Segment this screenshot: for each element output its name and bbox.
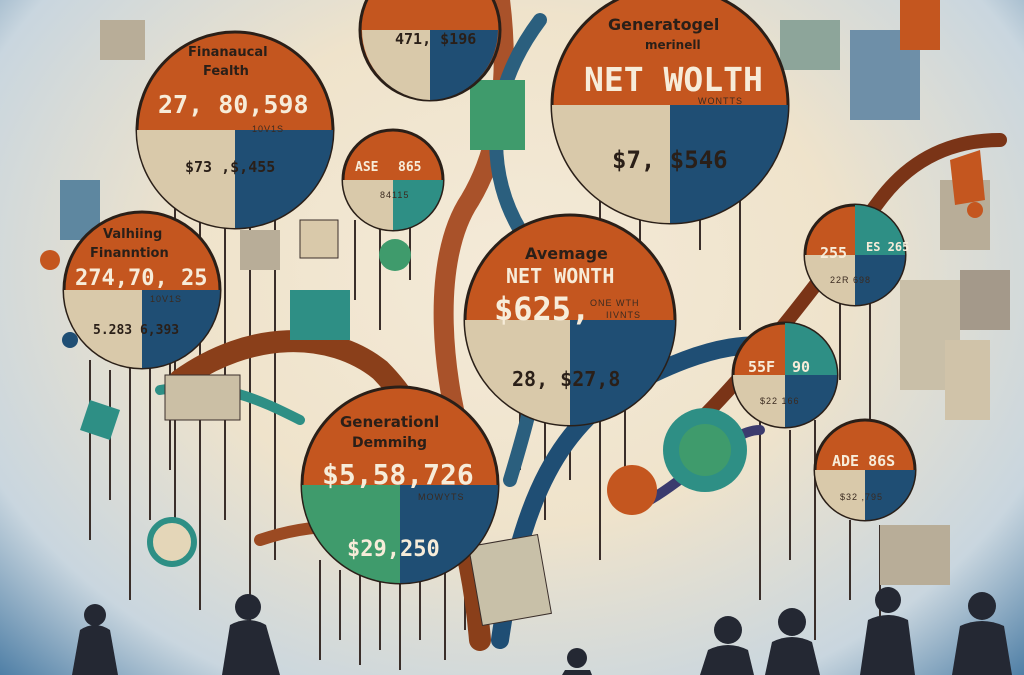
right-top-right: ES 265 [866,240,910,254]
generatogel-sub: WONTTS [698,96,743,106]
right-mid-bottom: $22 166 [760,396,800,406]
financial-health-sub: 10V1S [252,124,285,134]
right-top-bottom: 22R 698 [830,275,872,285]
financial-health-pie-value: $73 ,$,455 [185,158,276,176]
generational-sub: MOWYTS [418,492,465,502]
bubble-valuing [62,210,222,370]
small-mid-right: 865 [398,160,422,175]
generational-title-2: Demmihg [352,435,428,451]
right-bottom-headline: ADE 86S [832,452,896,470]
right-mid-left: 55F [748,358,776,376]
generational-pie-value: $29,250 [347,537,440,562]
small-mid-left: ASE [355,160,379,175]
bubble-generatogel [550,0,790,225]
bubble-small-mid [341,128,445,232]
financial-health-title-2: Fealth [203,64,249,79]
people-silhouettes [72,587,1012,675]
financial-health-title-1: Finanaucal [188,45,268,60]
bubble-top-partial [358,0,502,102]
bubble-right-top [803,203,907,307]
valuing-value: 274,70, 25 [75,266,208,291]
decorative-shapes [40,0,1010,627]
top-partial-value: 471, $196 [395,30,477,48]
small-mid-bottom: 84115 [380,190,410,200]
average-pie-value: 28, $27,8 [512,367,621,391]
right-mid-right: 90 [792,358,811,376]
valuing-title-2: Finanntion [90,246,169,261]
average-note-2: IIVNTS [606,310,642,320]
valuing-sub: 10V1S [150,294,183,304]
right-bottom-bottom: $32 ,795 [840,492,884,502]
valuing-title-1: Valhiing [103,227,163,242]
average-title-1: Avemage [525,244,608,263]
average-note-1: ONE WTH [590,298,640,308]
generatogel-title-1: Generatogel [608,15,720,34]
generatogel-headline: NET WOLTH [584,60,763,99]
valuing-pie-value: 5.283 6,393 [93,323,180,338]
bubble-average [463,213,677,427]
bubble-right-bottom [813,418,917,522]
bubble-right-mid [731,321,839,429]
average-value: $625, [494,290,591,328]
generatogel-pie-value: $7, $546 [612,146,728,174]
financial-health-value: 27, 80,598 [158,90,309,119]
generatogel-title-2: merinell [645,38,701,52]
generational-value: $5,58,726 [322,458,474,491]
bubble-financial-health [135,30,335,230]
generational-title-1: Generationl [340,413,440,431]
average-headline: NET WONTH [506,264,615,288]
right-top-left: 255 [820,244,848,262]
bubble-generational [300,385,500,585]
